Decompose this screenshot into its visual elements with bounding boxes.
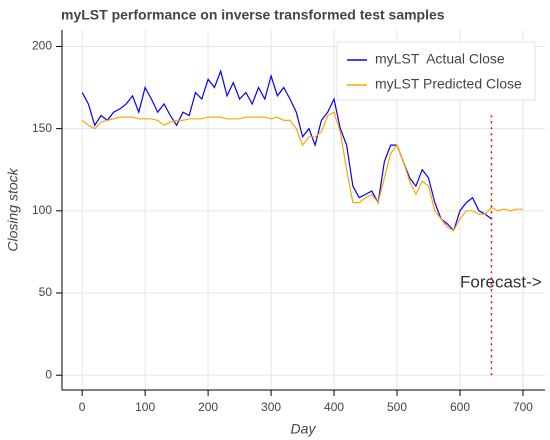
legend-label: myLST Predicted Close xyxy=(375,76,522,92)
y-tick-label: 50 xyxy=(39,285,53,299)
y-tick-label: 200 xyxy=(32,39,52,53)
chart-title: myLST performance on inverse transformed… xyxy=(61,7,445,23)
y-tick-label: 150 xyxy=(32,121,52,135)
y-tick-label: 100 xyxy=(32,203,52,217)
y-axis-label: Closing stock xyxy=(5,167,21,251)
x-tick-label: 300 xyxy=(261,400,281,414)
data-line xyxy=(81,69,492,232)
x-tick-label: 700 xyxy=(513,400,533,414)
y-tick-label: 0 xyxy=(45,367,52,381)
x-tick-label: 100 xyxy=(135,400,155,414)
annotation: Forecast-> xyxy=(460,273,542,292)
legend-label: myLST Actual Close xyxy=(375,51,505,67)
x-tick-label: 0 xyxy=(79,400,86,414)
x-tick-label: 200 xyxy=(198,400,218,414)
x-tick-label: 400 xyxy=(324,400,344,414)
x-tick-label: 600 xyxy=(450,400,470,414)
data-line xyxy=(81,111,523,232)
x-axis-label: Day xyxy=(291,421,317,437)
legend-box xyxy=(336,41,536,101)
x-tick-label: 500 xyxy=(387,400,407,414)
